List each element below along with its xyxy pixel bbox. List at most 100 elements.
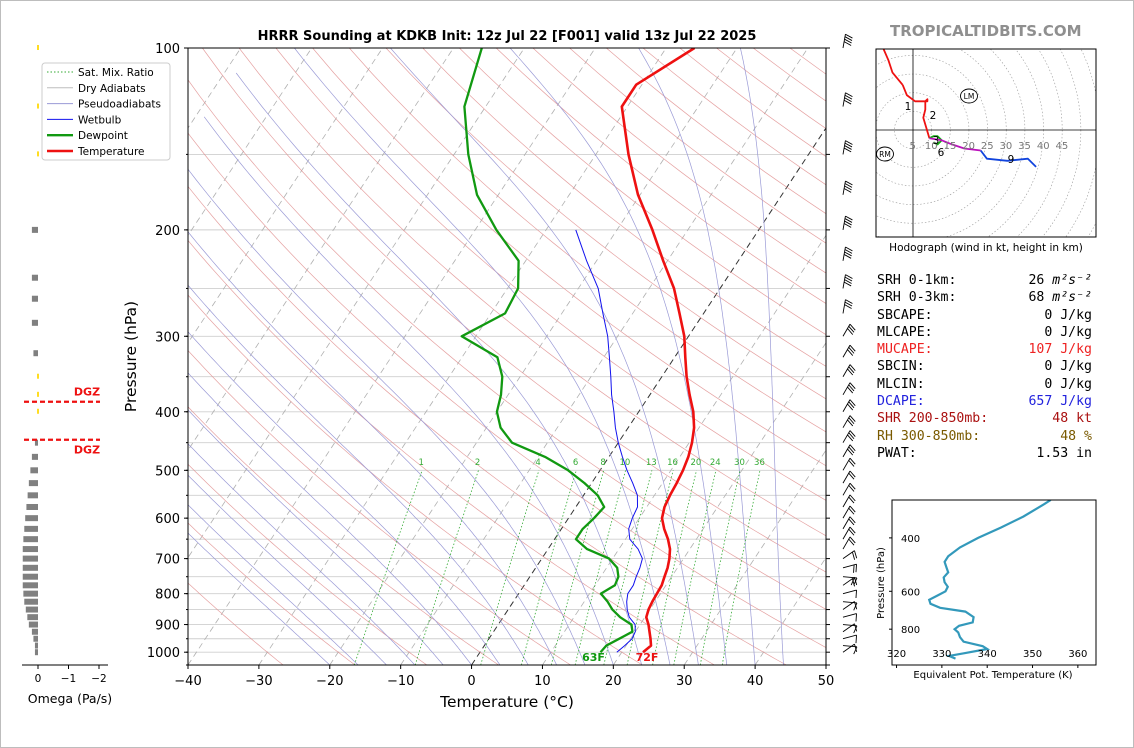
wind-barb-flag	[853, 564, 855, 573]
param-number: 0 J/kg	[1044, 324, 1092, 340]
omega-bar	[23, 590, 38, 597]
wind-barb-staff	[842, 645, 857, 648]
hodo-ring-label: 20	[962, 141, 975, 152]
wind-barb-flag	[843, 281, 852, 287]
isotherm-line	[612, 342, 826, 665]
isotherm-line	[683, 449, 826, 665]
mixing-ratio-line	[673, 470, 717, 665]
omega-bar	[23, 536, 38, 543]
mixing-ratio-line	[699, 470, 741, 665]
param-unit: m²s⁻²	[1044, 290, 1092, 306]
wind-barb	[842, 415, 856, 428]
wind-barb-flag	[844, 36, 853, 41]
param-number: 26	[1028, 273, 1045, 288]
param-label: SBCAPE:	[877, 307, 933, 323]
omega-marker	[37, 373, 39, 379]
omega-marker	[37, 103, 39, 109]
wind-barb	[842, 299, 853, 314]
hodo-height-label: 3	[933, 135, 940, 147]
y-tick-label: 700	[155, 553, 180, 568]
omega-bar	[22, 555, 38, 562]
pseudoadiabat-line	[188, 474, 387, 665]
wind-barb-staff	[842, 382, 851, 396]
mixing-ratio-label: 8	[600, 458, 605, 468]
wind-barb-staff	[842, 526, 851, 540]
wind-barb-flag	[848, 485, 855, 492]
dry-adiabat-line	[188, 294, 643, 665]
wind-barb-flag	[854, 623, 858, 632]
wind-barb-staff	[842, 589, 857, 595]
wind-barb-flag	[848, 496, 855, 504]
hodo-trace	[929, 135, 943, 146]
param-value: 68 m²s⁻²	[1028, 289, 1092, 306]
thetae-x-tick-label: 330	[932, 649, 951, 660]
param-value: 0 J/kg	[1044, 324, 1092, 341]
hodo-ring-label: 45	[1055, 141, 1068, 152]
mixing-ratio-line	[521, 470, 577, 665]
hodo-ring-label: 15	[944, 141, 957, 152]
wind-barb-flag	[849, 516, 856, 524]
wind-barb-flag	[848, 347, 855, 354]
wind-barb-flag	[843, 41, 852, 46]
wind-barb-staff	[842, 444, 851, 458]
wind-barb-flag	[848, 401, 855, 409]
mixing-ratio-label: 1	[419, 458, 424, 468]
thetae-x-axis-label: Equivalent Pot. Temperature (K)	[913, 670, 1072, 681]
param-number: 1.53 in	[1036, 445, 1092, 461]
x-tick-label: 20	[605, 674, 622, 689]
mixing-ratio-line	[480, 470, 540, 665]
param-number: 0 J/kg	[1044, 359, 1092, 375]
dry-adiabat-line	[188, 463, 428, 665]
omega-bar	[31, 226, 38, 233]
storm-motion-marker	[960, 88, 978, 104]
wind-barb-flag	[844, 276, 853, 282]
wind-barb-staff	[842, 180, 846, 195]
wind-barb-flag	[855, 635, 857, 644]
omega-marker	[37, 151, 39, 157]
wind-barb-flag	[848, 528, 855, 536]
param-number: 0 J/kg	[1044, 376, 1092, 392]
wind-barb	[842, 274, 853, 289]
wind-barb-flag	[844, 304, 852, 309]
wind-barb-flag	[844, 38, 852, 44]
thetae-y-tick-label: 400	[901, 534, 920, 545]
dgz-label: DGZ	[74, 386, 100, 399]
storm-motion-label: RM	[879, 150, 891, 159]
skewt-plot-area	[188, 48, 826, 665]
wind-barb-flag	[847, 419, 854, 427]
omega-bar	[22, 564, 38, 571]
wind-barb	[842, 601, 858, 610]
wind-barb-flag	[847, 403, 854, 411]
dry-adiabat-line	[275, 48, 826, 501]
param-value: 26 m²s⁻²	[1028, 272, 1092, 289]
wind-barb	[842, 516, 856, 530]
hodo-height-label: 9	[1008, 154, 1015, 166]
dry-adiabat-line	[385, 48, 826, 400]
wind-barb-flag	[849, 444, 856, 452]
pseudoadiabat-line	[188, 231, 557, 665]
wind-barb	[842, 457, 856, 471]
isotherm-line	[400, 48, 809, 665]
param-value: 0 J/kg	[1044, 358, 1092, 375]
wind-barb-staff	[842, 430, 851, 443]
y-tick-label: 500	[155, 464, 180, 479]
hodo-ring-label: 10	[925, 141, 938, 152]
omega-x-tick-label: −2	[91, 673, 106, 685]
y-tick-label: 300	[155, 330, 180, 345]
param-row: RH 300-850mb: 48 %	[877, 428, 1092, 445]
param-row: MLCIN: 0 J/kg	[877, 376, 1092, 393]
wind-barb-staff	[842, 576, 855, 586]
omega-bar	[27, 614, 38, 621]
storm-motion-label: LM	[964, 92, 975, 101]
chart-title: HRRR Sounding at KDKB Init: 12z Jul 22 […	[258, 29, 757, 44]
wind-barb	[842, 576, 858, 587]
theta-e-line	[927, 500, 1052, 660]
omega-axis-label: Omega (Pa/s)	[28, 691, 112, 706]
param-label: PWAT:	[877, 445, 917, 461]
wind-barb-staff	[842, 246, 846, 261]
wind-barb-flag	[844, 220, 852, 226]
wind-barb-flag	[848, 417, 855, 425]
freezing-isotherm	[471, 127, 826, 665]
mixing-ratio-label: 16	[667, 458, 678, 468]
wind-barb-flag	[848, 507, 855, 515]
